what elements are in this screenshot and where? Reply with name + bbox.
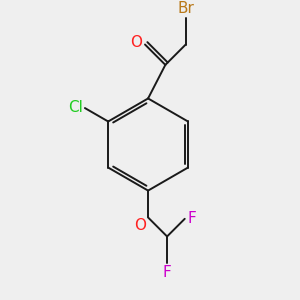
- Text: F: F: [163, 265, 172, 280]
- Text: Cl: Cl: [68, 100, 83, 115]
- Text: F: F: [188, 211, 196, 226]
- Text: O: O: [130, 35, 142, 50]
- Text: O: O: [134, 218, 146, 233]
- Text: Br: Br: [177, 1, 194, 16]
